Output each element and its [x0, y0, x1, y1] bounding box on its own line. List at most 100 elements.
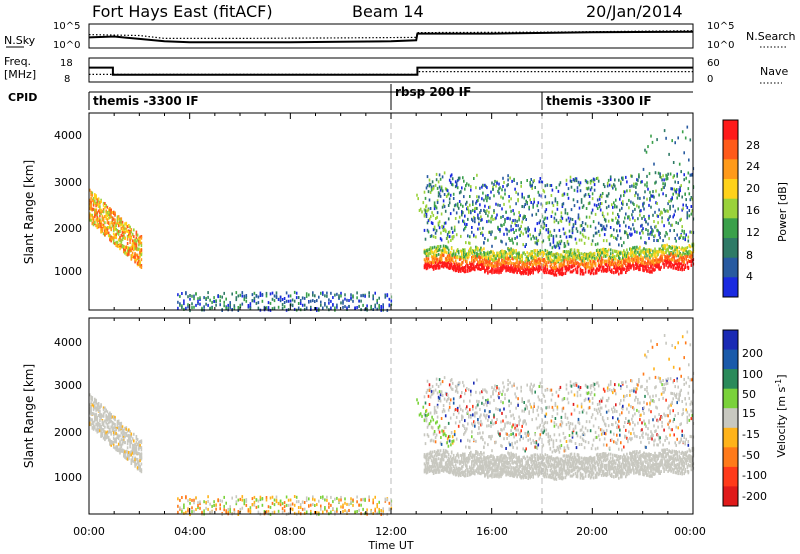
- echo-cell: [639, 250, 641, 254]
- echo-cell: [90, 418, 92, 422]
- echo-cell: [543, 225, 546, 229]
- echo-cell: [515, 261, 517, 265]
- echo-cell: [243, 498, 246, 502]
- echo-cell: [493, 268, 495, 272]
- echo-cell: [101, 414, 104, 418]
- echo-cell: [523, 196, 525, 200]
- echo-cell: [592, 180, 595, 184]
- echo-cell: [120, 438, 123, 442]
- echo-cell: [577, 216, 580, 220]
- echo-cell: [625, 252, 627, 255]
- echo-cell: [681, 229, 683, 233]
- echo-cell: [193, 498, 195, 502]
- echo-cell: [469, 195, 471, 198]
- echo-cell: [112, 236, 115, 240]
- echo-cell: [641, 258, 643, 261]
- echo-cell: [667, 249, 669, 253]
- echo-cell: [654, 210, 656, 214]
- echo-cell: [177, 306, 179, 310]
- echo-cell: [669, 214, 671, 218]
- echo-cell: [675, 247, 677, 251]
- echo-cell: [628, 258, 630, 262]
- echo-cell: [273, 306, 276, 310]
- echo-cell: [436, 211, 439, 215]
- echo-cell: [659, 247, 661, 251]
- echo-cell: [102, 232, 105, 236]
- echo-cell: [538, 252, 541, 256]
- echo-cell: [622, 202, 624, 206]
- echo-cell: [96, 405, 99, 409]
- echo-cell: [128, 451, 130, 454]
- echo-cell: [568, 251, 571, 255]
- echo-cell: [582, 204, 585, 208]
- echo-cell: [510, 228, 512, 232]
- echo-cell: [438, 257, 441, 261]
- echo-cell: [106, 435, 109, 439]
- echo-cell: [544, 195, 547, 199]
- echo-cell: [621, 258, 623, 262]
- echo-cell: [114, 418, 116, 422]
- echo-cell: [96, 203, 99, 207]
- echo-cell: [104, 437, 106, 441]
- echo-cell: [607, 259, 610, 263]
- echo-cell: [257, 499, 260, 503]
- echo-cell: [506, 184, 508, 188]
- echo-cell: [275, 495, 278, 499]
- echo-cell: [584, 253, 587, 257]
- echo-cell: [517, 224, 519, 228]
- echo-cell: [436, 201, 439, 204]
- echo-cell: [434, 253, 437, 257]
- echo-cell: [130, 249, 133, 253]
- echo-cell: [653, 251, 655, 255]
- echo-cell: [350, 293, 352, 297]
- echo-cell: [527, 229, 529, 233]
- echo-cell: [205, 296, 207, 300]
- echo-cell: [237, 498, 240, 502]
- echo-cell: [273, 503, 276, 507]
- echo-cell: [279, 499, 282, 503]
- echo-cell: [677, 267, 679, 271]
- echo-cell: [498, 182, 500, 186]
- echo-cell: [603, 227, 606, 231]
- echo-cell: [101, 420, 104, 424]
- echo-cell: [534, 255, 536, 259]
- echo-cell: [490, 262, 492, 266]
- echo-cell: [478, 253, 480, 256]
- echo-cell: [606, 212, 609, 216]
- echo-cell: [102, 203, 105, 207]
- echo-cell: [428, 248, 431, 252]
- echo-cell: [95, 413, 97, 417]
- echo-cell: [183, 302, 185, 306]
- echo-cell: [95, 209, 97, 212]
- echo-cell: [683, 252, 685, 256]
- echo-cell: [96, 424, 99, 428]
- echo-cell: [456, 204, 459, 208]
- echo-cell: [688, 192, 691, 196]
- echo-cell: [115, 235, 117, 239]
- echo-cell: [550, 252, 553, 256]
- echo-cell: [535, 263, 538, 266]
- echo-cell: [456, 266, 459, 270]
- echo-cell: [666, 256, 668, 260]
- echo-cell: [376, 511, 378, 515]
- echo-cell: [613, 228, 615, 232]
- echo-cell: [690, 212, 693, 216]
- echo-cell: [105, 414, 107, 418]
- echo-cell: [609, 256, 612, 260]
- echo-cell: [603, 250, 606, 254]
- echo-cell: [484, 269, 486, 273]
- echo-cell: [473, 250, 475, 253]
- echo-cell: [106, 226, 109, 230]
- echo-cell: [285, 495, 288, 499]
- echo-cell: [312, 293, 314, 297]
- echo-cell: [497, 266, 499, 270]
- echo-cell: [455, 255, 458, 259]
- echo-cell: [624, 259, 626, 263]
- echo-cell: [487, 238, 489, 242]
- echo-cell: [599, 202, 602, 205]
- echo-cell: [682, 255, 684, 259]
- echo-cell: [427, 257, 430, 261]
- echo-cell: [644, 250, 646, 254]
- echo-cell: [452, 235, 455, 238]
- echo-cell: [626, 266, 628, 270]
